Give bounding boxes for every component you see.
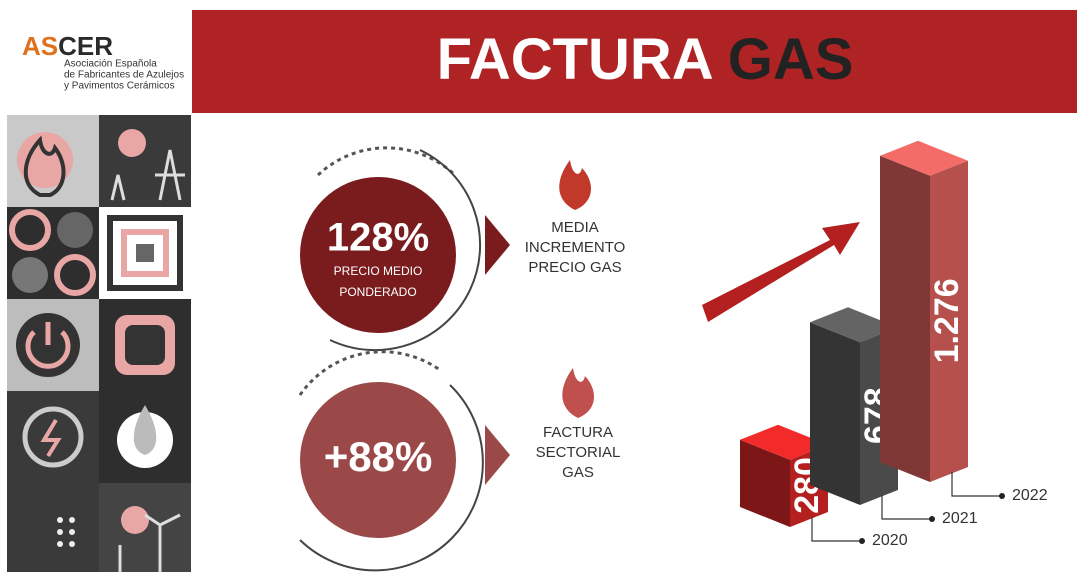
stat-caption: MEDIA (551, 219, 599, 236)
title-part: FACTURA (437, 27, 714, 92)
icon-panel (7, 115, 191, 572)
trend-arrow (702, 222, 860, 322)
year-label: 2021 (942, 510, 978, 527)
dashed-ring (318, 148, 455, 175)
stat-detail: PRECIO MEDIO (334, 264, 423, 278)
bar-side (810, 322, 860, 505)
leader-dot (929, 516, 935, 522)
flame-icon (562, 368, 594, 418)
year-label: 2022 (1012, 487, 1048, 504)
org-line: Asociación Española (64, 59, 157, 70)
logo: ASCER (22, 31, 113, 61)
pointer (485, 425, 510, 485)
year-label: 2020 (872, 532, 908, 549)
stat-caption: PRECIO GAS (528, 259, 621, 276)
stat-value: 128% (327, 216, 429, 260)
value-label: 1.276 (928, 278, 966, 363)
stat-value: +88% (324, 433, 433, 480)
stat-caption: GAS (562, 464, 594, 481)
title-part: GAS (728, 27, 854, 92)
org-line: de Fabricantes de Azulejos (64, 70, 184, 81)
leader-line (882, 495, 930, 519)
stat-caption: SECTORIAL (536, 444, 621, 461)
pointer (485, 215, 510, 275)
leader-line (952, 472, 1000, 496)
org-line: y Pavimentos Cerámicos (64, 81, 175, 92)
logo-part: CER (58, 31, 113, 61)
logo-part: AS (22, 31, 58, 61)
infographic: ASCER Asociación Española de Fabricantes… (0, 0, 1077, 572)
leader-line (812, 517, 860, 541)
stat-detail: PONDERADO (339, 285, 416, 299)
stat-caption: FACTURA (543, 424, 613, 441)
leader-dot (999, 493, 1005, 499)
flame-icon (559, 160, 591, 210)
stat-caption: INCREMENTO (525, 239, 626, 256)
bar-side (880, 156, 930, 482)
leader-dot (859, 538, 865, 544)
